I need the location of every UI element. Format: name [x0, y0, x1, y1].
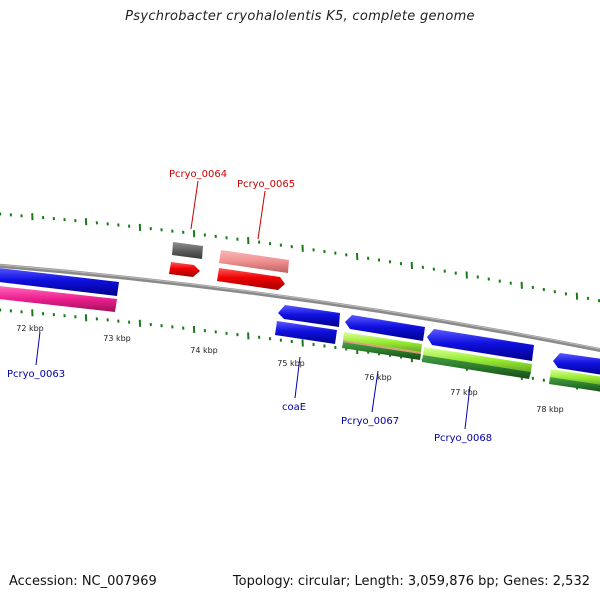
gene-pcryo-0065-arrow[interactable] [217, 268, 285, 290]
gene-pcryo-0063-blue-bar[interactable] [0, 267, 119, 296]
outer-tick-ring [0, 212, 600, 303]
gene-pcryo-0068-lime-bar[interactable] [423, 347, 532, 372]
leader-coae [294, 356, 301, 399]
gene-pcryo-0067-arrow[interactable] [345, 315, 425, 341]
gene-label-pcryo-0065[interactable]: Pcryo_0065 [237, 179, 295, 190]
leader-pcryo-0064 [190, 180, 199, 230]
tick-label-78kbp: 78 kbp [536, 405, 564, 414]
leader-pcryo-0063 [35, 331, 41, 366]
forward-strand-features [169, 242, 289, 290]
tick-label-72kbp: 72 kbp [16, 324, 44, 333]
gene-pcryo-0068-green-bar[interactable] [422, 355, 531, 379]
tick-label-76kbp: 76 kbp [364, 373, 392, 382]
gene-next-lime-bar[interactable] [550, 369, 600, 386]
gene-pcryo-0067-green-bar[interactable] [342, 342, 421, 360]
gene-pcryo-0067-pink-stripe[interactable] [343, 340, 421, 354]
tick-label-74kbp: 74 kbp [190, 346, 218, 355]
leader-pcryo-0068 [464, 385, 471, 430]
tick-label-73kbp: 73 kbp [103, 334, 131, 343]
leader-pcryo-0065 [257, 190, 266, 240]
gene-pcryo-0064-arrow[interactable] [169, 262, 200, 277]
genome-stats-text: Topology: circular; Length: 3,059,876 bp… [232, 574, 590, 589]
gene-pcryo-0067-lime-bar[interactable] [343, 332, 422, 352]
genome-backbone-highlight [0, 264, 600, 350]
gene-label-pcryo-0064[interactable]: Pcryo_0064 [169, 169, 227, 180]
accession-text: Accession: NC_007969 [9, 574, 157, 589]
gene-pcryo-0064-gray-bar[interactable] [172, 242, 203, 259]
tick-labels: 72 kbp 73 kbp 74 kbp 75 kbp 76 kbp 77 kb… [16, 324, 564, 414]
gene-label-pcryo-0067[interactable]: Pcryo_0067 [341, 416, 399, 427]
gene-pcryo-0068-arrow[interactable] [427, 329, 534, 361]
tick-label-77kbp: 77 kbp [450, 388, 478, 397]
gene-coae-blue-bar[interactable] [275, 321, 337, 344]
gene-label-pcryo-0063[interactable]: Pcryo_0063 [7, 369, 65, 380]
reverse-strand-features [0, 267, 600, 393]
gene-coae-arrow[interactable] [278, 305, 340, 327]
gene-pcryo-0065-pink-bar[interactable] [219, 250, 289, 273]
gene-labels: Pcryo_0064 Pcryo_0065 Pcryo_0063 coaE Pc… [7, 169, 492, 444]
gene-next-arrow[interactable] [553, 353, 600, 376]
genome-backbone [0, 263, 600, 353]
gene-label-coae[interactable]: coaE [282, 402, 306, 413]
leader-pcryo-0067 [371, 370, 379, 413]
gene-label-pcryo-0068[interactable]: Pcryo_0068 [434, 433, 492, 444]
gene-label-leaders [35, 180, 471, 430]
genome-title: Psychrobacter cryohalolentis K5, complet… [125, 9, 475, 24]
tick-label-75kbp: 75 kbp [277, 359, 305, 368]
gene-next-green-bar[interactable] [549, 377, 600, 393]
gene-pcryo-0063-magenta-bar[interactable] [0, 285, 117, 312]
